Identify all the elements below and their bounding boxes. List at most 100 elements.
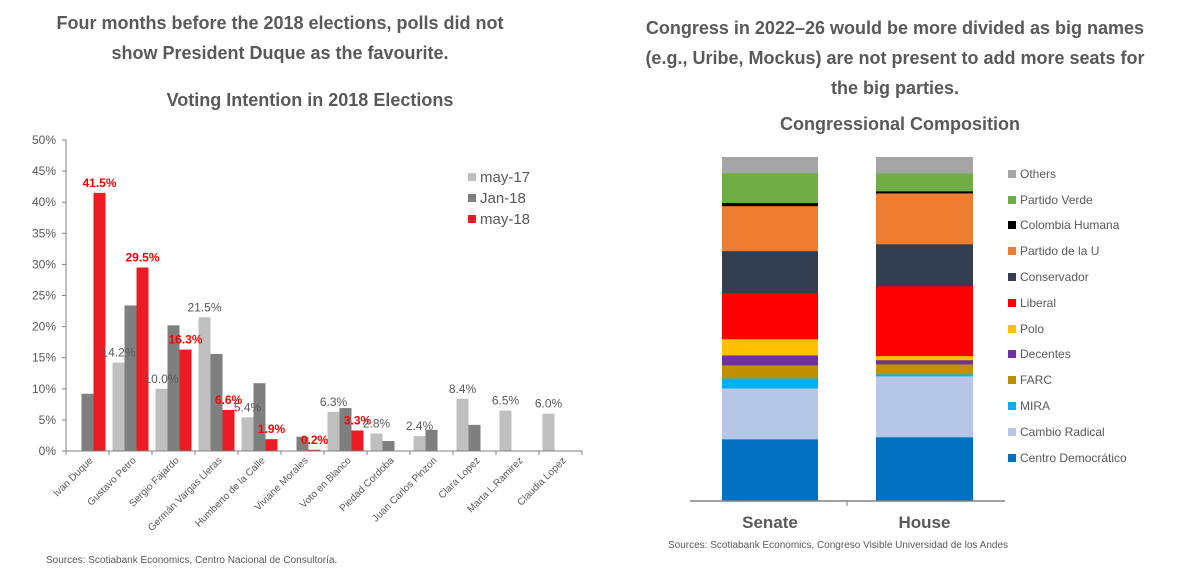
y-tick-label: 45% [32,164,56,178]
data-label: 10.0% [144,372,178,386]
legend-swatch [1008,453,1016,462]
data-label: 2.8% [363,417,391,431]
right-chart-title: Congressional Composition [779,114,1020,134]
legend-swatch [1008,273,1016,282]
data-label: 2.4% [406,419,434,433]
legend-label: Conservador [1020,270,1089,285]
legend-label: may-17 [480,169,530,186]
bar-may-18 [136,267,149,451]
y-tick-label: 25% [32,289,56,303]
x-tick-label: Germán Vargas Lleras [146,455,224,533]
bar-may-17 [413,436,426,451]
bar-jan-18 [468,424,481,451]
legend-swatch [1008,247,1016,256]
x-category-label: Senate [742,513,798,532]
segment-centro-democr-tico [876,437,973,502]
left-chart-title: Voting Intention in 2018 Elections [166,90,454,110]
legend-item: Polo [1008,316,1127,342]
bar-may-18 [265,439,278,451]
legend-item: Partido de la U [1008,238,1127,264]
segment-mira [722,378,818,389]
legend-item: MIRA [1008,393,1127,419]
data-label: 21.5% [187,300,221,314]
legend-swatch [1008,402,1016,411]
legend-label: Centro Democrático [1020,450,1127,465]
y-tick-label: 15% [32,351,56,365]
y-tick-label: 10% [32,382,56,396]
segment-others [876,157,973,174]
congress-legend: Others Partido Verde Colombia Humana Partid… [1008,161,1127,471]
data-label: 5.4% [234,400,262,414]
bar-may-17 [370,433,383,451]
legend-label: Decentes [1020,347,1071,362]
legend-label: Others [1020,166,1057,181]
segment-polo [722,338,818,356]
legend-swatch [1008,169,1016,178]
legend-item: Centro Democrático [1008,445,1127,471]
segment-cambio-radical [722,388,818,440]
bar-may-17 [241,417,254,451]
bar-may-17 [198,317,211,451]
bar-may-17 [155,388,168,451]
bar-jan-18 [253,383,266,451]
y-tick-label: 0% [39,444,57,458]
x-category-label: House [899,513,951,532]
right-headline-line-1: Congress in 2022–26 would be more divide… [645,18,1145,38]
bar-may-17 [327,411,340,451]
bar-may-18 [179,349,192,451]
legend-swatch [468,215,476,223]
legend-item: Liberal [1008,290,1127,316]
data-label: 0.2% [301,433,329,447]
legend-item: may-17 [468,169,530,186]
bar-may-17 [456,398,469,451]
legend-item: Partido Verde [1008,187,1127,213]
segment-conservador [876,244,973,287]
y-tick-label: 20% [32,320,56,334]
legend-label: Colombia Humana [1020,218,1120,233]
data-label: 6.6% [215,393,243,407]
stacked-bar-house [876,157,973,502]
legend-item: Colombia Humana [1008,213,1127,239]
legend-item: Jan-18 [468,190,526,207]
segment-mira [876,374,973,377]
y-tick-label: 50% [32,133,56,147]
left-headline-line-2: show President Duque as the favourite. [111,43,449,63]
y-tick-label: 30% [32,257,56,271]
data-label: 41.5% [82,176,116,190]
bar-jan-18 [382,441,395,451]
legend-swatch [1008,427,1016,436]
legend-swatch [1008,298,1016,307]
legend-label: Liberal [1020,295,1057,310]
bar-may-18 [93,192,106,451]
segment-decentes [876,359,973,365]
legend-swatch [1008,350,1016,359]
data-label: 6.3% [320,395,348,409]
right-source: Sources: Scotiabank Economics, Congreso … [668,540,1008,551]
y-tick-label: 5% [39,413,57,427]
legend-swatch [1008,376,1016,385]
data-label: 6.5% [492,394,520,408]
bar-jan-18 [167,325,180,451]
y-tick-label: 35% [32,226,56,240]
segment-liberal [722,292,818,340]
right-headline-line-2: (e.g., Uribe, Mockus) are not present to… [645,48,1145,68]
data-label: 6.0% [535,397,563,411]
left-headline-line-1: Four months before the 2018 elections, p… [56,13,504,33]
bar-may-18 [222,409,235,451]
legend-label: MIRA [1020,399,1050,414]
left-headline: Four months before the 2018 elections, p… [20,8,540,68]
legend-label: Jan-18 [480,190,526,207]
segment-partido-verde [722,172,818,204]
voting-intention-chart: 0% 5% 10% 15% 20% 25% 30% 35% 40% 45% 50% 41.5% 14.… [32,133,583,534]
legend-item: may-18 [468,211,530,228]
bar-may-17 [499,410,512,451]
segment-colombia-humana [876,191,973,194]
legend-label: Polo [1020,321,1045,336]
data-label: 1.9% [258,422,286,436]
segment-partido-verde [876,173,973,192]
legend-item: FARC [1008,367,1127,393]
segment-partido-de-la-u [722,205,818,252]
data-label: 14.2% [101,346,135,360]
segment-others [722,157,818,174]
bar-jan-18 [81,393,94,451]
